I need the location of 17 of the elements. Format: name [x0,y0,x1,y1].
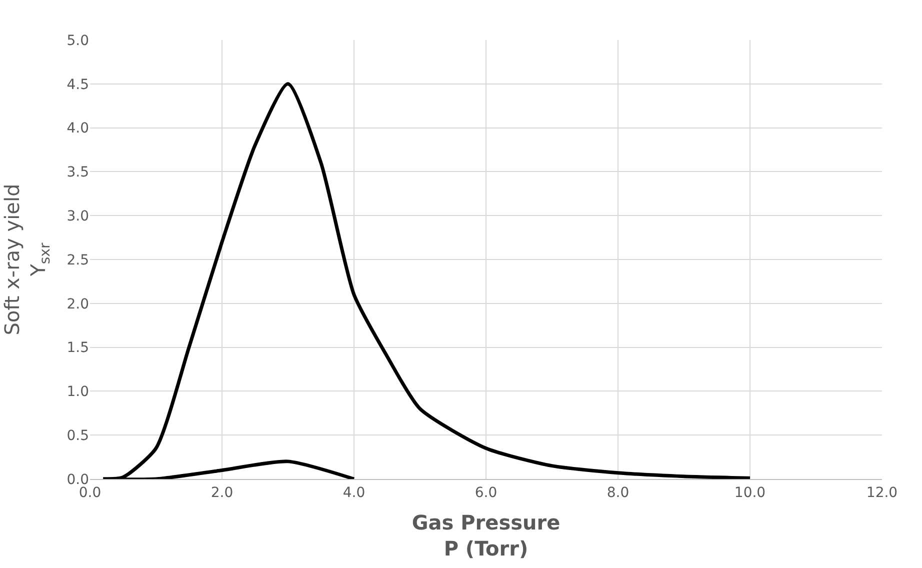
y-tick-label: 2.5 [66,252,89,268]
x-tick-label: 4.0 [342,484,366,501]
x-tick-label: 12.0 [866,484,898,501]
y-tick-label: 3.0 [66,208,89,224]
y-tick-label: 4.0 [66,120,89,137]
y-tick-label: 1.5 [66,340,89,356]
y-tick-label: 4.5 [66,76,89,93]
x-tick-label: 2.0 [210,484,234,501]
x-tick-label: 6.0 [474,484,498,501]
x-axis-title: Gas Pressure P (Torr) [412,510,560,560]
y-tick-label: 1.0 [66,384,89,400]
x-tick-label: 10.0 [734,484,766,501]
y-tick-label: 3.5 [66,164,89,181]
y-tick-label: 5.0 [66,32,89,49]
y-tick-label: 2.0 [66,296,89,312]
y-tick-label: 0.5 [66,428,89,444]
x-tick-label: 8.0 [606,484,630,501]
